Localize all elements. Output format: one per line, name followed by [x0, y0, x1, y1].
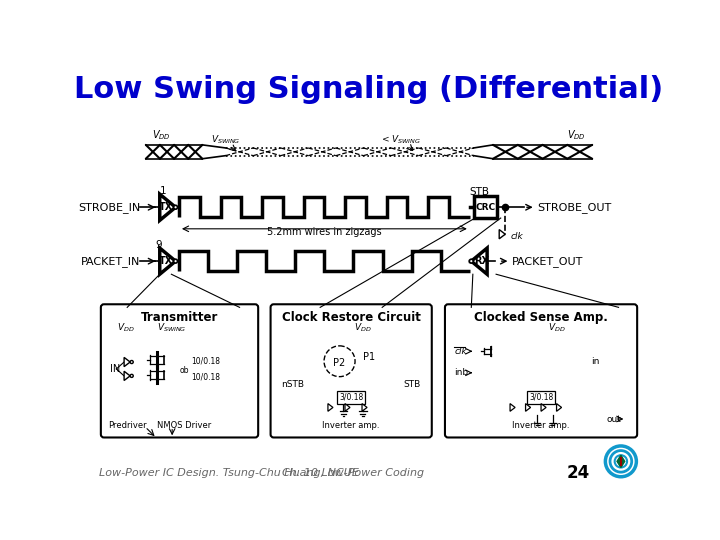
- Bar: [337, 390, 365, 404]
- Text: TX: TX: [158, 256, 173, 266]
- Text: RX: RX: [474, 256, 489, 266]
- Text: $V_{SWING}$: $V_{SWING}$: [211, 133, 240, 146]
- Text: nSTB: nSTB: [282, 380, 305, 389]
- Polygon shape: [124, 357, 130, 367]
- Text: Inverter amp.: Inverter amp.: [323, 421, 380, 430]
- Text: Inverter amp.: Inverter amp.: [513, 421, 570, 430]
- Text: Clock Restore Circuit: Clock Restore Circuit: [282, 311, 420, 324]
- Text: P2: P2: [333, 358, 346, 368]
- Bar: [527, 390, 555, 404]
- Polygon shape: [345, 403, 350, 411]
- Text: 5.2mm wires in zigzags: 5.2mm wires in zigzags: [267, 227, 382, 237]
- Text: $V_{DD}$: $V_{DD}$: [117, 321, 135, 334]
- Text: $< V_{SWING}$: $< V_{SWING}$: [379, 133, 420, 146]
- Text: STB: STB: [404, 380, 421, 389]
- Polygon shape: [160, 194, 176, 220]
- Text: Ch. 10 Low-Power Coding: Ch. 10 Low-Power Coding: [282, 468, 425, 478]
- Text: STROBE_OUT: STROBE_OUT: [537, 202, 611, 213]
- Text: Low-Power IC Design. Tsung-Chu Huang, NCUE: Low-Power IC Design. Tsung-Chu Huang, NC…: [99, 468, 359, 478]
- Text: 3/0.18: 3/0.18: [529, 393, 553, 402]
- Text: $V_{DD}$: $V_{DD}$: [567, 128, 586, 142]
- Text: P1: P1: [363, 353, 375, 362]
- Text: ob: ob: [180, 366, 189, 375]
- Text: TX: TX: [158, 202, 173, 212]
- Text: $V_{DD}$: $V_{DD}$: [548, 321, 565, 334]
- Text: STROBE_IN: STROBE_IN: [78, 202, 140, 213]
- Circle shape: [130, 361, 133, 363]
- Text: in: in: [591, 357, 600, 366]
- Circle shape: [469, 259, 473, 263]
- Bar: [474, 197, 497, 218]
- Text: 1: 1: [160, 186, 166, 196]
- Polygon shape: [160, 248, 176, 274]
- Text: inb: inb: [454, 368, 469, 377]
- FancyBboxPatch shape: [101, 304, 258, 437]
- FancyBboxPatch shape: [271, 304, 432, 437]
- Text: $V_{SWING}$: $V_{SWING}$: [158, 321, 187, 334]
- Text: IN: IN: [110, 364, 120, 374]
- Polygon shape: [557, 403, 562, 411]
- Text: 10/0.18: 10/0.18: [192, 357, 220, 366]
- Text: out: out: [607, 415, 622, 423]
- Text: 10/0.18: 10/0.18: [192, 373, 220, 382]
- Text: Low Swing Signaling (Differential): Low Swing Signaling (Differential): [74, 75, 664, 104]
- Text: $V_{DD}$: $V_{DD}$: [152, 128, 171, 142]
- Circle shape: [174, 259, 178, 263]
- Polygon shape: [362, 403, 367, 411]
- Text: 24: 24: [567, 464, 590, 482]
- Polygon shape: [541, 403, 546, 411]
- Text: Transmitter: Transmitter: [141, 311, 218, 324]
- Text: clk: clk: [454, 347, 467, 356]
- Polygon shape: [617, 455, 625, 468]
- Circle shape: [174, 205, 178, 209]
- Text: STB: STB: [470, 187, 490, 197]
- Polygon shape: [510, 403, 515, 411]
- Text: clk: clk: [510, 232, 523, 241]
- Text: Clocked Sense Amp.: Clocked Sense Amp.: [474, 311, 608, 324]
- Text: Predriver: Predriver: [108, 421, 146, 430]
- FancyBboxPatch shape: [445, 304, 637, 437]
- Polygon shape: [499, 230, 505, 239]
- Text: 3/0.18: 3/0.18: [339, 393, 364, 402]
- Polygon shape: [124, 372, 130, 381]
- Circle shape: [130, 374, 133, 377]
- Text: 9: 9: [155, 240, 162, 250]
- Polygon shape: [526, 403, 531, 411]
- Text: PACKET_IN: PACKET_IN: [81, 256, 140, 267]
- Text: PACKET_OUT: PACKET_OUT: [512, 256, 583, 267]
- Text: NMOS Driver: NMOS Driver: [157, 421, 211, 430]
- Text: $V_{DD}$: $V_{DD}$: [354, 321, 372, 334]
- Text: CRC: CRC: [475, 202, 495, 212]
- Polygon shape: [328, 403, 333, 411]
- Polygon shape: [472, 248, 487, 274]
